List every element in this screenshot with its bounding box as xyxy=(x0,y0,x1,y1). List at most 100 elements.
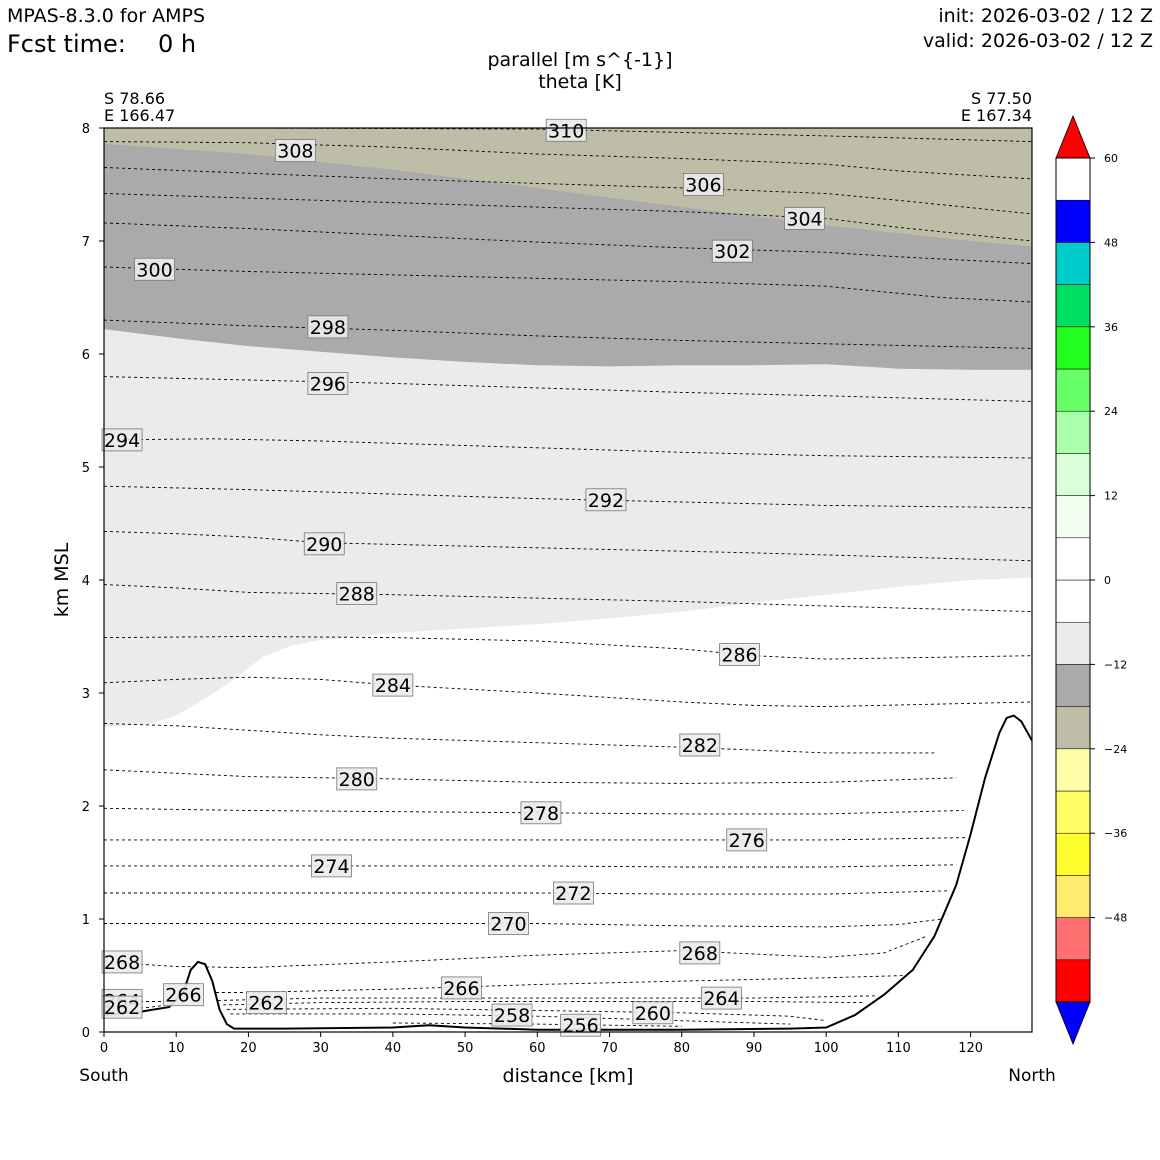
isentrope-label-text: 286 xyxy=(721,645,757,667)
isentrope-266-23 xyxy=(215,975,906,993)
isentrope-label-text: 260 xyxy=(635,1003,671,1025)
isentrope-label-270-20: 270 xyxy=(488,912,529,936)
y-tick-label-2: 2 xyxy=(82,800,90,815)
isentrope-label-text: 304 xyxy=(786,208,822,230)
isentrope-label-text: 290 xyxy=(306,534,342,556)
y-tick-label-1: 1 xyxy=(82,913,90,928)
isentrope-label-258-29: 258 xyxy=(491,1003,533,1027)
isentrope-label-266-24: 266 xyxy=(441,976,482,1000)
colorbar-tick-label: 60 xyxy=(1104,152,1118,165)
y-tick-label-3: 3 xyxy=(82,687,90,702)
isentrope-292-9 xyxy=(104,485,1032,509)
isentrope-label-text: 300 xyxy=(136,259,172,281)
x-tick-label-50: 50 xyxy=(457,1041,474,1056)
isentrope-label-294-8: 294 xyxy=(101,428,143,452)
isentrope-label-290-10: 290 xyxy=(303,532,345,556)
isentrope-label-266-23: 266 xyxy=(163,983,204,1007)
colorbar-segment--48-to--42 xyxy=(1055,875,1091,918)
isentrope-294-8 xyxy=(104,438,1032,459)
colorbar-segment-24-to-30 xyxy=(1055,368,1091,412)
isentrope-label-280-15: 280 xyxy=(336,767,378,791)
x-tick-label-90: 90 xyxy=(746,1041,763,1056)
forecast-time-value: 0 h xyxy=(158,30,197,58)
y-tick-label-8: 8 xyxy=(82,122,90,137)
isentrope-274-18 xyxy=(104,864,957,868)
isentrope-label-304-3: 304 xyxy=(784,206,825,230)
colorbar-tick-label: −24 xyxy=(1104,743,1127,756)
end-longitude: E 167.34 xyxy=(960,106,1032,125)
isentrope-302-4 xyxy=(104,222,1032,265)
x-tick-label-70: 70 xyxy=(601,1041,618,1056)
colorbar-segment--18-to--12 xyxy=(1055,664,1091,707)
colorbar-segment-30-to-36 xyxy=(1055,326,1091,370)
x-tick-label-120: 120 xyxy=(958,1041,983,1056)
colorbar-segment--60-to--54 xyxy=(1055,959,1091,1003)
end-latitude: S 77.50 xyxy=(970,89,1032,108)
isentrope-label-260-28: 260 xyxy=(632,1001,674,1025)
colorbar-under-arrow xyxy=(1055,1001,1091,1046)
isentrope-label-text: 306 xyxy=(685,175,721,197)
isentrope-label-text: 264 xyxy=(703,988,739,1010)
y-tick-label-0: 0 xyxy=(82,1026,90,1041)
isentrope-label-text: 268 xyxy=(104,952,140,974)
isentrope-296-7 xyxy=(104,376,1032,402)
colorbar-segment--30-to--24 xyxy=(1055,748,1091,792)
isentrope-label-288-11: 288 xyxy=(336,582,378,606)
colorbar-tick-label: −48 xyxy=(1104,912,1127,925)
isentrope-288-11 xyxy=(104,584,1032,613)
isentrope-label-text: 266 xyxy=(443,978,479,1000)
colorbar-segment--54-to--48 xyxy=(1055,917,1091,961)
terrain-line xyxy=(104,714,1032,1031)
isentrope-label-274-18: 274 xyxy=(311,854,352,878)
x-axis-ticks: 0 10 20 30 40 50 60 70 80 90 100 110 120 xyxy=(100,1032,983,1056)
isentrope-label-text: 266 xyxy=(165,985,201,1007)
isentrope-306-2 xyxy=(104,167,1032,215)
isentrope-label-264-26: 264 xyxy=(701,986,742,1010)
isentrope-label-text: 292 xyxy=(588,490,624,512)
colorbar-tick-label: 12 xyxy=(1104,490,1118,503)
isentrope-276-17 xyxy=(104,837,968,841)
colorbar-segment-12-to-18 xyxy=(1055,453,1091,496)
colorbar-segment--6-to-0 xyxy=(1055,579,1091,623)
colorbar-segment--12-to--6 xyxy=(1055,621,1091,665)
x-tick-label-0: 0 xyxy=(100,1041,108,1056)
colorbar-tick-label: −12 xyxy=(1104,658,1127,671)
y-tick-label-6: 6 xyxy=(82,348,90,363)
isentrope-258-29 xyxy=(230,1013,791,1025)
isentrope-290-10 xyxy=(104,530,1032,562)
isentrope-label-text: 298 xyxy=(310,317,346,339)
isentrope-282-14 xyxy=(104,723,935,754)
colorbar: 60 48 36 24 12 0 −12 −24 −36 −48 xyxy=(1055,114,1127,1046)
isentrope-label-278-16: 278 xyxy=(520,801,562,825)
x-axis-label: distance [km] xyxy=(502,1065,634,1087)
x-tick-label-60: 60 xyxy=(529,1041,546,1056)
isentrope-label-292-9: 292 xyxy=(585,488,627,512)
colorbar-segment-0-to-6 xyxy=(1055,537,1091,581)
isentrope-label-310-0: 310 xyxy=(545,118,587,142)
isentrope-label-276-17: 276 xyxy=(726,828,768,852)
colorbar-segment--24-to--18 xyxy=(1055,706,1091,750)
shaded-fill-layer xyxy=(104,128,1032,727)
isentrope-label-text: 284 xyxy=(375,675,411,697)
colorbar-segment-6-to-12 xyxy=(1055,495,1091,539)
chart-title-line-1: parallel [m s^{-1}] xyxy=(487,49,673,71)
isentrope-256-30 xyxy=(392,1022,682,1027)
isentrope-label-text: 276 xyxy=(729,830,765,852)
north-end-label: North xyxy=(1008,1066,1056,1086)
colorbar-segment-36-to-42 xyxy=(1055,284,1091,328)
valid-time: valid: 2026-03-02 / 12 Z xyxy=(922,30,1153,52)
isentrope-298-6 xyxy=(104,319,1032,349)
terrain-fill xyxy=(104,715,1032,1032)
forecast-time-label: Fcst time: xyxy=(7,30,126,58)
x-tick-label-10: 10 xyxy=(168,1041,185,1056)
isentrope-label-298-6: 298 xyxy=(307,315,349,339)
start-latitude: S 78.66 xyxy=(104,89,166,108)
colorbar-tick-label: −36 xyxy=(1104,827,1127,840)
isentrope-272-19 xyxy=(104,890,949,895)
colorbar-segment-18-to-24 xyxy=(1055,410,1091,454)
isentrope-262-27 xyxy=(223,1001,863,1006)
terrain-layer xyxy=(104,714,1032,1032)
isentrope-label-306-2: 306 xyxy=(683,173,724,197)
isentrope-label-268-22: 268 xyxy=(679,941,721,965)
